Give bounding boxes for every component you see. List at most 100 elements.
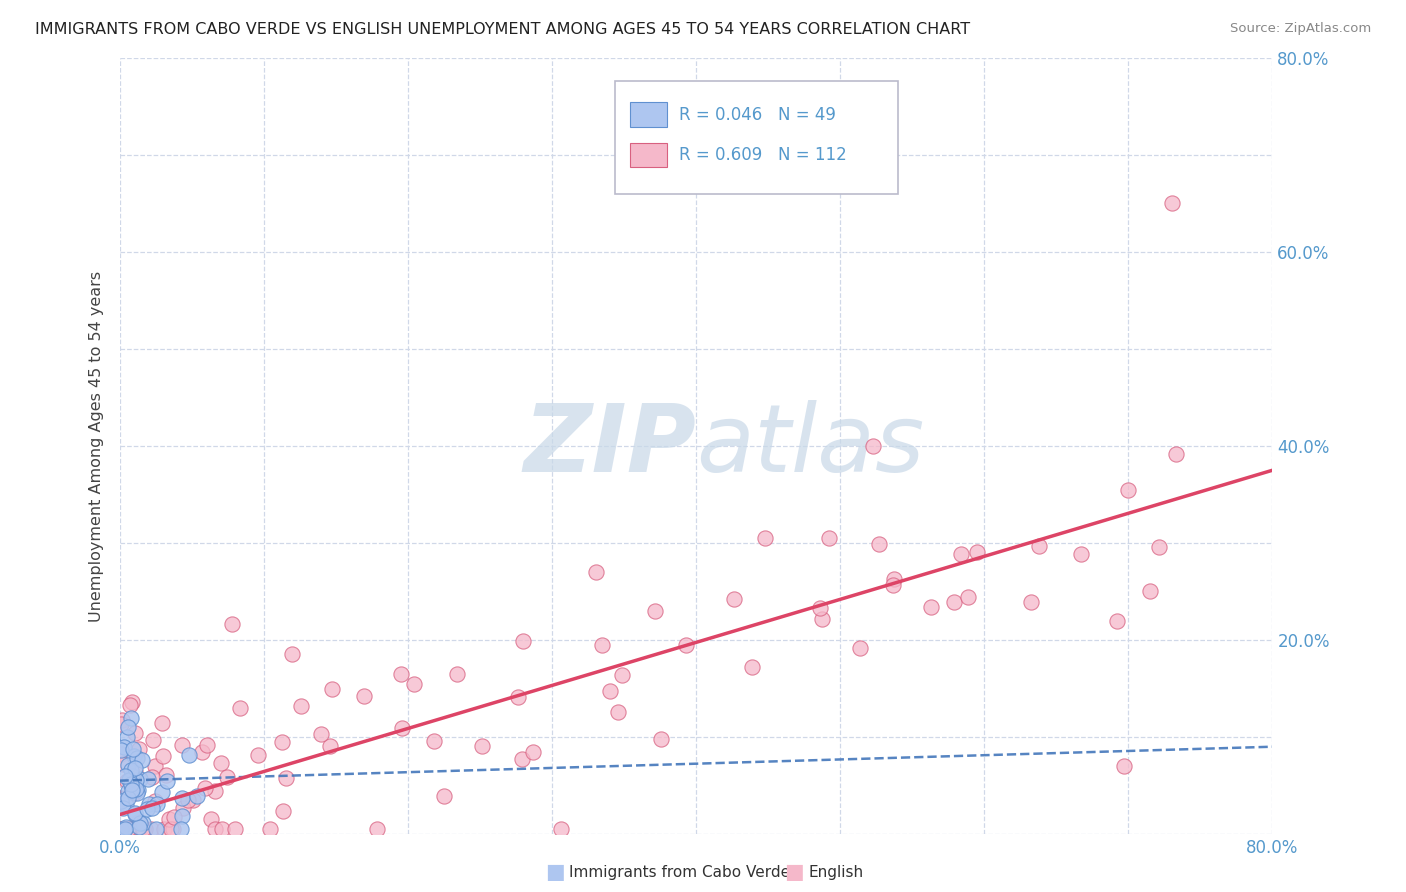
- Point: [1147, 541, 1170, 555]
- Point: [402, 677, 425, 691]
- Point: [127, 814, 149, 829]
- Point: [114, 822, 136, 837]
- Text: R = 0.046   N = 49: R = 0.046 N = 49: [679, 105, 835, 124]
- Point: [675, 638, 697, 652]
- Point: [177, 793, 200, 807]
- Point: [112, 739, 135, 754]
- Point: [122, 749, 145, 764]
- Point: [862, 439, 884, 453]
- Point: [209, 756, 232, 771]
- Point: [217, 770, 239, 784]
- Point: [170, 790, 193, 805]
- Point: [131, 753, 153, 767]
- Point: [129, 816, 152, 830]
- Point: [311, 727, 333, 741]
- Point: [610, 668, 633, 682]
- Point: [591, 639, 613, 653]
- Point: [271, 735, 294, 749]
- Point: [120, 710, 142, 724]
- Point: [127, 787, 149, 801]
- Point: [124, 806, 146, 821]
- Point: [153, 822, 176, 837]
- Point: [446, 667, 468, 681]
- Point: [134, 822, 156, 836]
- Point: [121, 695, 143, 709]
- Point: [204, 784, 226, 798]
- Point: [124, 726, 146, 740]
- Text: ZIP: ZIP: [523, 400, 696, 492]
- Point: [808, 601, 831, 615]
- Point: [110, 794, 132, 808]
- Point: [128, 820, 150, 834]
- FancyBboxPatch shape: [616, 81, 898, 194]
- Point: [391, 722, 413, 736]
- Point: [118, 822, 141, 837]
- Point: [1164, 447, 1187, 461]
- Point: [114, 797, 136, 812]
- Point: [118, 772, 141, 787]
- Point: [883, 572, 905, 586]
- Point: [195, 738, 218, 752]
- Point: [155, 768, 177, 782]
- Point: [115, 820, 138, 834]
- Point: [1070, 547, 1092, 561]
- Point: [121, 780, 143, 794]
- Point: [115, 730, 138, 744]
- Point: [138, 797, 160, 811]
- Point: [112, 800, 135, 814]
- Point: [259, 822, 281, 837]
- Point: [117, 773, 139, 788]
- Point: [143, 794, 166, 808]
- Point: [956, 591, 979, 605]
- Point: [966, 545, 988, 559]
- Point: [274, 772, 297, 786]
- Point: [124, 806, 146, 821]
- Point: [512, 752, 534, 766]
- Point: [224, 822, 246, 837]
- Point: [110, 791, 132, 805]
- Point: [522, 745, 544, 759]
- Point: [246, 748, 269, 763]
- Point: [117, 758, 139, 772]
- Point: [145, 822, 167, 837]
- Point: [1019, 595, 1042, 609]
- Point: [110, 792, 132, 806]
- Point: [422, 734, 444, 748]
- Point: [152, 748, 174, 763]
- Point: [121, 769, 143, 783]
- Point: [121, 783, 143, 797]
- Point: [818, 531, 841, 545]
- Point: [191, 745, 214, 759]
- Point: [920, 600, 942, 615]
- Point: [117, 784, 139, 798]
- Point: [145, 759, 167, 773]
- Point: [723, 592, 745, 607]
- Point: [1160, 196, 1182, 211]
- Point: [112, 756, 135, 771]
- Point: [125, 782, 148, 797]
- Point: [650, 731, 672, 746]
- Point: [204, 822, 226, 837]
- Point: [194, 781, 217, 796]
- Point: [1116, 483, 1139, 497]
- Point: [1028, 539, 1050, 553]
- Point: [170, 738, 193, 752]
- Point: [366, 822, 388, 837]
- Point: [120, 763, 142, 777]
- Point: [281, 647, 304, 661]
- Point: [128, 742, 150, 756]
- Text: IMMIGRANTS FROM CABO VERDE VS ENGLISH UNEMPLOYMENT AMONG AGES 45 TO 54 YEARS COR: IMMIGRANTS FROM CABO VERDE VS ENGLISH UN…: [35, 22, 970, 37]
- Point: [943, 594, 966, 608]
- Point: [146, 797, 169, 812]
- Point: [120, 822, 142, 837]
- Point: [120, 822, 142, 837]
- Point: [118, 698, 141, 713]
- Point: [950, 548, 973, 562]
- Point: [181, 793, 204, 807]
- Point: [321, 681, 343, 696]
- Point: [353, 689, 375, 703]
- Point: [128, 772, 150, 786]
- Point: [125, 751, 148, 765]
- Point: [162, 822, 184, 837]
- Text: ■: ■: [546, 863, 565, 882]
